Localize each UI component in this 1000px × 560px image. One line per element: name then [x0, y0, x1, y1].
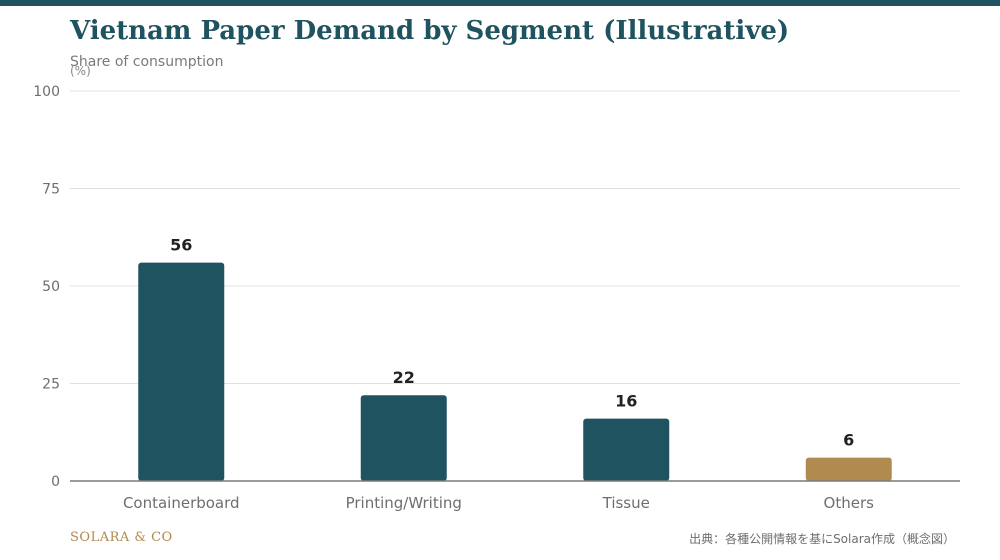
bar-value-label: 16	[615, 392, 637, 411]
y-tick-label: 100	[33, 84, 60, 100]
y-tick-label: 0	[51, 474, 60, 490]
x-tick-label: Others	[824, 494, 875, 512]
bar	[138, 262, 225, 481]
brand-logo-text: SOLARA & CO	[70, 530, 173, 545]
chart-title: Vietnam Paper Demand by Segment (Illustr…	[70, 16, 790, 46]
chart-subtitle: Share of consumption	[70, 54, 224, 70]
bar-value-label: 22	[393, 368, 415, 387]
bar	[583, 418, 670, 481]
y-tick-label: 50	[42, 279, 60, 295]
bar-value-label: 6	[843, 431, 854, 450]
x-tick-label: Containerboard	[123, 494, 240, 512]
x-tick-label: Tissue	[602, 494, 650, 512]
unit-label: (%)	[70, 64, 91, 78]
y-tick-label: 75	[42, 182, 60, 198]
x-tick-label: Printing/Writing	[346, 494, 462, 512]
bar	[360, 395, 447, 481]
source-note: 出典：各種公開情報を基にSolara作成（概念図）	[689, 532, 955, 546]
bar	[805, 457, 892, 481]
y-tick-label: 25	[42, 377, 60, 393]
bar-value-label: 56	[170, 236, 192, 255]
top-accent-bar	[0, 0, 1000, 6]
